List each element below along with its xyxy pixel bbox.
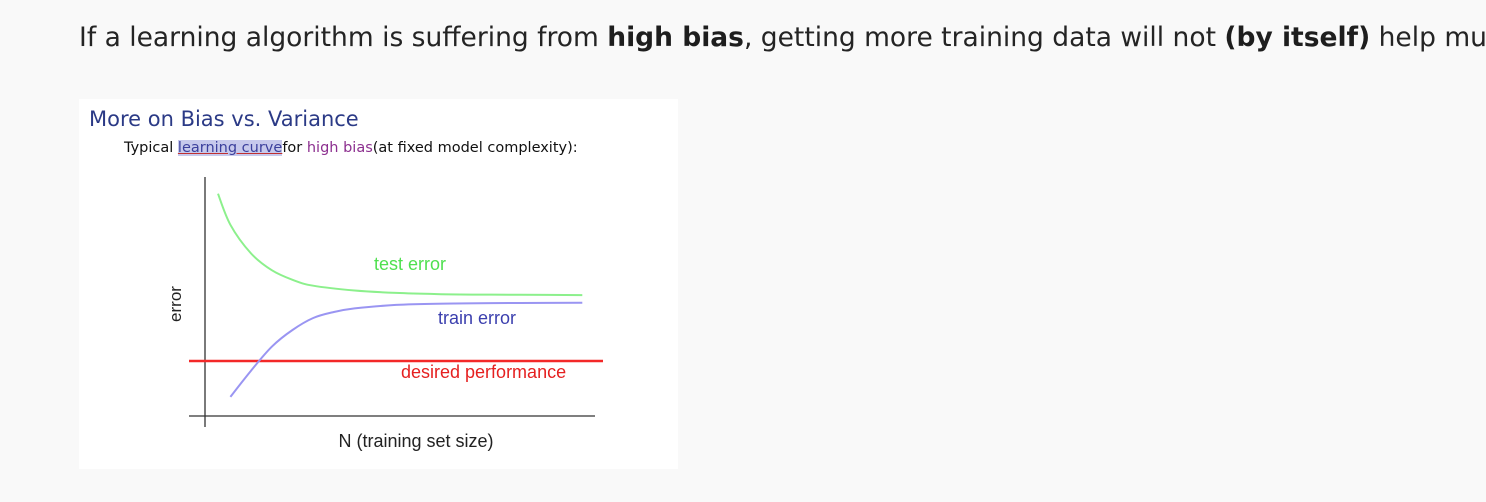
figure-subtitle: Typical learning curvefor high bias(at f…	[124, 140, 578, 156]
train-error-curve	[229, 301, 583, 398]
test-error-curve	[217, 193, 583, 297]
learning-curve-figure: More on Bias vs. Variance Typical learni…	[79, 99, 678, 469]
train-error-label: train error	[438, 308, 516, 328]
learning-curve-chart: test error train error desired performan…	[166, 177, 603, 451]
figure-title: More on Bias vs. Variance	[89, 107, 359, 131]
paragraph-bold-high-bias: high bias	[607, 22, 744, 53]
x-axis-label: N (training set size)	[338, 431, 493, 451]
y-axis-label: error	[166, 286, 185, 322]
paragraph-text-3: help much.	[1378, 22, 1486, 53]
explanation-paragraph: If a learning algorithm is suffering fro…	[79, 18, 1486, 58]
paragraph-text-2: , getting more training data will not	[743, 22, 1225, 53]
paragraph-text-1: If a learning algorithm is suffering fro…	[79, 22, 608, 53]
subtitle-text-3: (at fixed model complexity):	[372, 140, 578, 156]
subtitle-learning-curve-highlight: learning curve	[177, 140, 283, 156]
desired-performance-label: desired performance	[401, 362, 566, 382]
paragraph-bold-by-itself: (by itself)	[1224, 22, 1371, 53]
subtitle-text-2: for	[282, 140, 307, 156]
subtitle-high-bias: high bias	[306, 140, 373, 156]
test-error-label: test error	[374, 254, 446, 274]
subtitle-text-1: Typical	[124, 140, 178, 156]
